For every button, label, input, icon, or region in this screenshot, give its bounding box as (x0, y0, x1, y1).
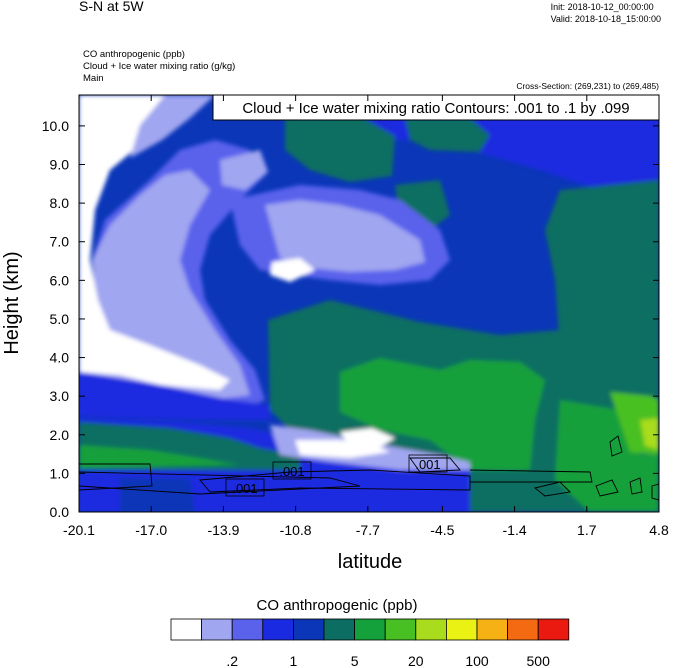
colorbar-swatch (537, 618, 570, 641)
figure-title: S-N at 5W (79, 0, 144, 14)
y-axis: 0.0 1.0 2.0 3.0 4.0 5.0 6.0 7.0 8.0 9.0 10.0 (42, 118, 659, 520)
init-time: Init: 2018-10-12_00:00:00 (550, 2, 654, 12)
field-label-cloud: Cloud + Ice water mixing ratio (g/kg) (83, 61, 236, 72)
y-tick-label: 8.0 (50, 195, 70, 211)
valid-time: Valid: 2018-10-18_15:00:00 (550, 14, 661, 24)
colorbar-swatch (201, 618, 233, 641)
y-tick-label: 7.0 (50, 234, 70, 250)
contour-label-3: .001 (232, 481, 257, 496)
colorbar-swatch (384, 618, 417, 641)
colorbar-tick-label: 5 (351, 653, 359, 668)
colorbar-swatch (507, 618, 539, 641)
colorbar-swatch (323, 618, 356, 641)
contour-info-box (212, 94, 660, 121)
field-label-main: Main (83, 73, 104, 84)
chart-title: Cloud + Ice water mixing ratio Contours:… (242, 100, 629, 117)
x-tick-label: 4.8 (649, 522, 669, 538)
colorbar-swatch (262, 618, 294, 641)
contour-labels (225, 454, 448, 497)
y-tick-label: 9.0 (50, 157, 70, 173)
y-tick-label: 10.0 (42, 118, 69, 134)
colorbar: .2 1 5 20 100 500 (170, 618, 570, 668)
y-tick-label: 1.0 (50, 465, 70, 481)
x-tick-label: -17.0 (135, 522, 167, 538)
y-tick-label: 2.0 (50, 427, 70, 443)
colorbar-tick-label: 100 (465, 653, 489, 668)
colorbar-tick-label: 1 (290, 653, 298, 668)
colorbar-swatch (231, 618, 264, 641)
x-tick-label: -1.4 (503, 522, 527, 538)
x-tick-label: 1.7 (577, 522, 597, 538)
y-tick-label: 6.0 (50, 272, 70, 288)
field-label-co: CO anthropogenic (ppb) (83, 49, 185, 60)
colorbar-tick-label: .2 (226, 653, 238, 668)
x-tick-label: -10.8 (280, 522, 312, 538)
field-labels: CO anthropogenic (ppb) Cloud + Ice water… (83, 49, 235, 85)
y-tick-label: 5.0 (50, 311, 70, 327)
time-info: Init: 2018-10-12_00:00:00 Valid: 2018-10… (551, 1, 661, 25)
contour-field: .001 .001 .001 (79, 95, 659, 512)
contour-label-2: .001 (415, 457, 440, 472)
colorbar-swatch (170, 618, 203, 641)
colorbar-swatch (354, 618, 386, 641)
x-axis-label: latitude (338, 551, 403, 573)
colorbar-swatch (445, 618, 478, 641)
x-tick-label: -13.9 (207, 522, 239, 538)
y-tick-label: 0.0 (50, 504, 70, 520)
colorbar-swatch (476, 618, 509, 641)
y-tick-label: 4.0 (50, 350, 70, 366)
colorbar-title: CO anthropogenic (ppb) (256, 597, 418, 614)
y-axis-label: Height (km) (1, 251, 23, 354)
x-tick-label: -7.7 (356, 522, 380, 538)
x-tick-label: -4.5 (430, 522, 454, 538)
contour-label-1: .001 (279, 464, 304, 479)
colorbar-tick-label: 500 (527, 653, 551, 668)
x-tick-label: -20.1 (63, 522, 95, 538)
colorbar-tick-label: 20 (408, 653, 424, 668)
x-axis: -20.1 -17.0 -13.9 -10.8 -7.7 -4.5 -1.4 1.7 4.8 (63, 95, 669, 538)
cross-section-label: Cross-Section: (269,231) to (269,485) (516, 81, 659, 91)
y-tick-label: 3.0 (50, 388, 70, 404)
colorbar-swatch (292, 618, 325, 641)
colorbar-swatch (415, 618, 447, 641)
